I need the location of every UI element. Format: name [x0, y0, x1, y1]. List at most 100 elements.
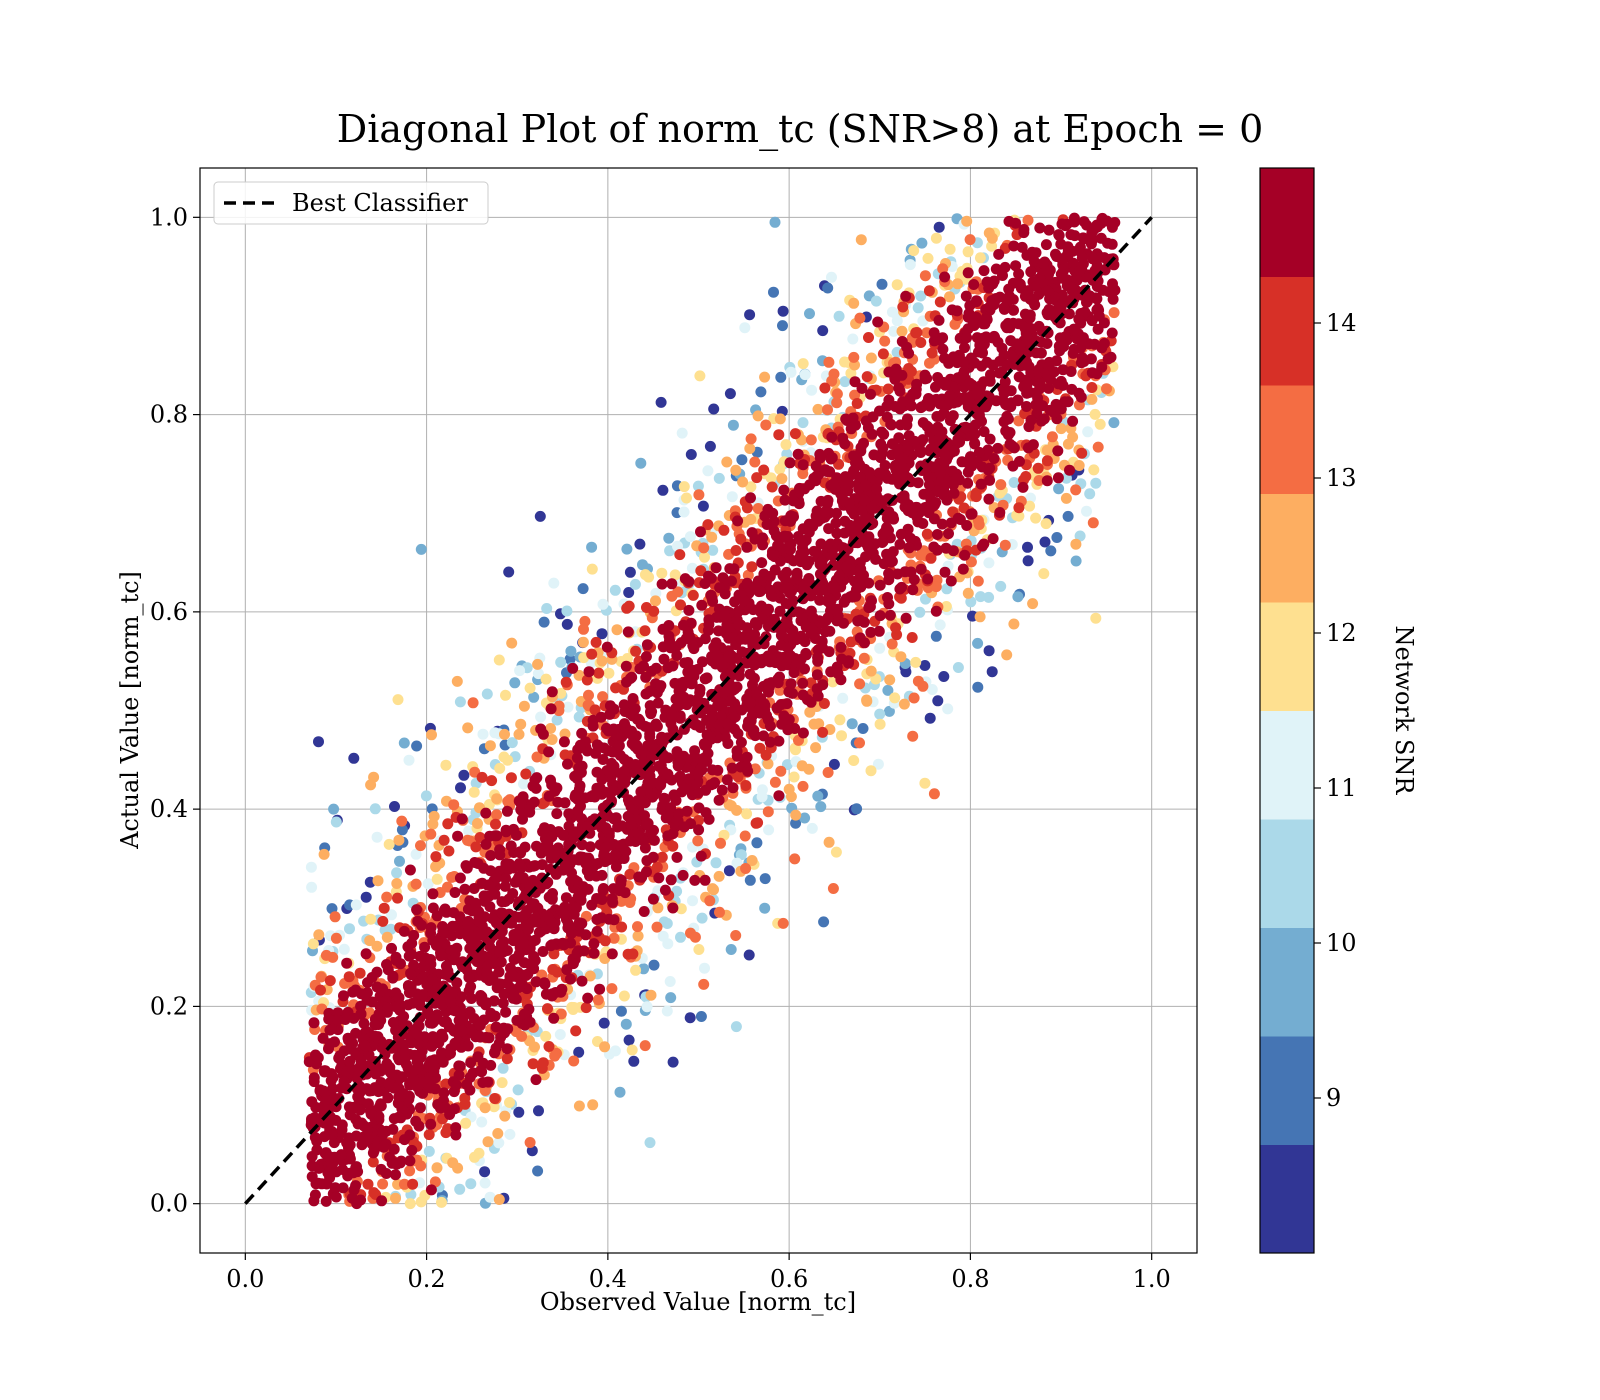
scatter-point [850, 590, 862, 602]
scatter-point [763, 824, 775, 836]
scatter-point [317, 1032, 329, 1044]
scatter-point [490, 818, 501, 830]
scatter-point [1053, 483, 1065, 495]
scatter-point [822, 494, 834, 506]
scatter-point [506, 917, 517, 929]
scatter-point [385, 1067, 397, 1079]
scatter-point [669, 569, 681, 581]
scatter-point [667, 660, 679, 672]
scatter-point [823, 356, 835, 368]
scatter-point [667, 1056, 679, 1068]
scatter-point [513, 728, 525, 740]
scatter-point [933, 433, 945, 445]
scatter-point [610, 861, 622, 873]
scatter-point [474, 1019, 486, 1031]
colorbar-bin [1260, 385, 1314, 494]
scatter-point [404, 1155, 416, 1167]
scatter-point [811, 547, 823, 559]
scatter-point [1016, 241, 1028, 253]
scatter-point [390, 1024, 402, 1036]
scatter-point [501, 1053, 513, 1065]
scatter-point [597, 754, 609, 765]
scatter-point [535, 711, 547, 723]
scatter-point [965, 508, 977, 520]
scatter-point [496, 925, 508, 937]
scatter-point [308, 1076, 320, 1088]
scatter-point [797, 677, 809, 689]
scatter-point [644, 728, 656, 740]
scatter-point [785, 678, 797, 690]
scatter-point [1057, 364, 1069, 376]
scatter-point [731, 750, 743, 762]
scatter-point [623, 587, 635, 598]
scatter-point [1065, 281, 1077, 293]
scatter-point [710, 857, 722, 869]
scatter-point [620, 1018, 632, 1030]
scatter-point [832, 668, 844, 680]
scatter-point [391, 867, 403, 879]
scatter-point [321, 1178, 333, 1190]
scatter-point [764, 570, 776, 582]
scatter-point [568, 1055, 580, 1067]
scatter-point [833, 570, 845, 582]
scatter-point [574, 739, 586, 751]
scatter-point [846, 469, 858, 480]
scatter-point [469, 857, 481, 868]
scatter-point [968, 279, 980, 290]
scatter-point [1013, 371, 1025, 383]
scatter-point [895, 528, 907, 540]
scatter-point [726, 762, 738, 774]
colorbar [1260, 168, 1314, 1254]
scatter-point [616, 820, 628, 832]
scatter-point [1056, 253, 1068, 265]
scatter-point [569, 791, 581, 803]
scatter-point [811, 505, 823, 517]
scatter-point [1021, 379, 1033, 391]
scatter-point [875, 438, 887, 450]
scatter-point [868, 449, 880, 461]
scatter-point [1051, 532, 1063, 543]
scatter-point [608, 723, 620, 735]
scatter-point [667, 723, 679, 735]
scatter-point [493, 1137, 505, 1149]
scatter-point [595, 711, 607, 723]
scatter-point [383, 838, 395, 850]
x-tick-label: 0.0 [226, 1265, 264, 1293]
scatter-point [350, 899, 362, 911]
scatter-point [721, 774, 733, 786]
scatter-point [610, 682, 622, 694]
scatter-point [911, 327, 923, 338]
scatter-point [928, 327, 940, 339]
scatter-point [578, 945, 590, 957]
scatter-point [414, 1102, 426, 1114]
scatter-point [473, 1147, 485, 1159]
scatter-point [919, 369, 931, 381]
scatter-point [796, 542, 808, 554]
scatter-point [773, 790, 785, 802]
scatter-point [714, 906, 725, 918]
scatter-point [732, 771, 744, 783]
scatter-point [557, 829, 569, 841]
scatter-point [736, 704, 748, 716]
scatter-point [454, 1183, 466, 1195]
scatter-point [713, 794, 725, 806]
scatter-point [866, 502, 878, 514]
scatter-point [1043, 224, 1055, 236]
scatter-point [368, 1187, 380, 1199]
scatter-point [962, 267, 974, 279]
scatter-point [973, 446, 985, 458]
scatter-point [952, 662, 964, 673]
scatter-point [756, 557, 768, 569]
y-axis-label: Actual Value [norm_tc] [116, 571, 144, 850]
scatter-point [988, 299, 1000, 310]
scatter-point [465, 1178, 477, 1190]
scatter-point [756, 613, 768, 625]
scatter-point [517, 813, 528, 825]
scatter-point [398, 737, 410, 749]
scatter-point [455, 782, 466, 794]
scatter-point [764, 584, 775, 596]
scatter-point [986, 666, 998, 678]
scatter-point [630, 759, 641, 770]
scatter-point [780, 574, 792, 585]
scatter-point [1022, 555, 1034, 567]
